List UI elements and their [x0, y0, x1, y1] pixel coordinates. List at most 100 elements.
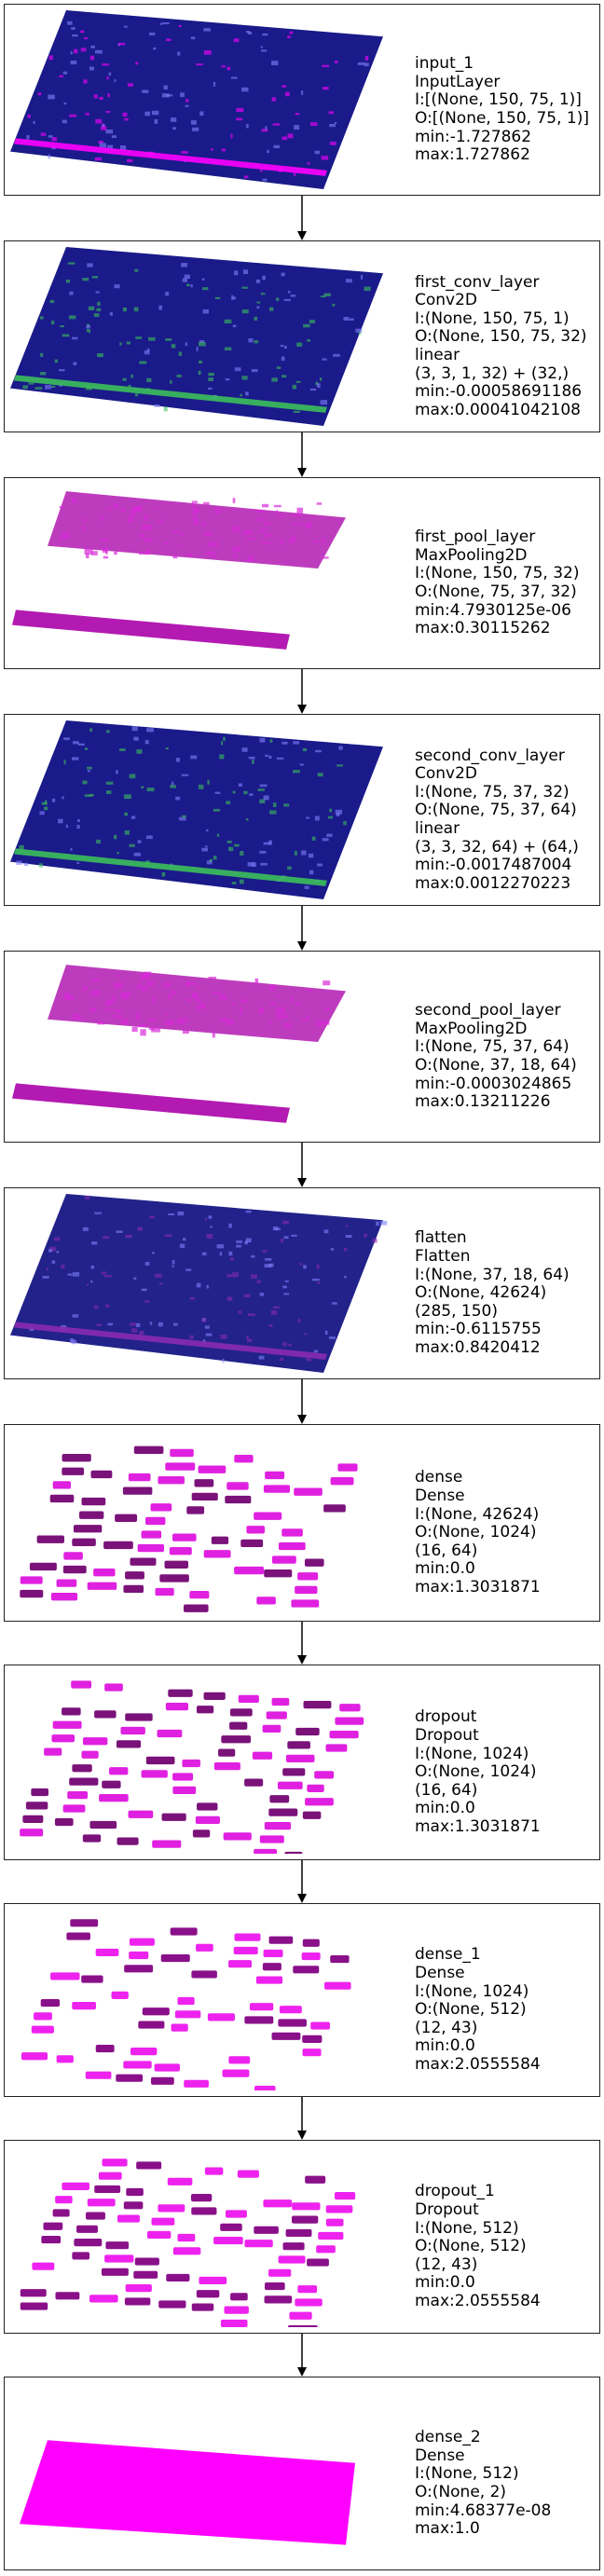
- activation-mark: [172, 1322, 178, 1326]
- output-plane: [20, 2440, 355, 2545]
- activation-mark: [246, 123, 249, 129]
- layer-visualization-svg: [20, 1680, 364, 1854]
- activation-mark: [159, 1282, 163, 1285]
- activation-mark: [177, 51, 181, 56]
- pool-mark: [131, 1026, 138, 1033]
- unit-block: [170, 1927, 198, 1936]
- unit-block: [218, 1748, 236, 1757]
- unit-block: [230, 2293, 248, 2301]
- layer-visualization-svg: [10, 10, 383, 189]
- flow-arrow: [297, 1143, 307, 1187]
- activation-mark: [287, 133, 294, 139]
- pool-mark: [276, 1007, 286, 1014]
- pool-mark: [73, 1013, 80, 1020]
- pool-mark: [84, 547, 93, 555]
- activation-mark: [76, 861, 80, 864]
- activation-mark: [48, 1249, 53, 1253]
- activation-mark: [133, 852, 142, 856]
- unit-block: [151, 2076, 174, 2085]
- activation-mark: [245, 1238, 252, 1243]
- activation-mark: [105, 1304, 110, 1309]
- activation-mark: [259, 784, 268, 788]
- pool-mark: [130, 510, 136, 517]
- activation-mark: [290, 295, 296, 297]
- unit-block: [29, 1562, 57, 1571]
- unit-block: [134, 2257, 159, 2266]
- activation-mark: [344, 1275, 347, 1279]
- activation-band: [14, 138, 327, 176]
- pool-mark: [208, 976, 217, 980]
- layer-name: dropout_1: [415, 2182, 495, 2201]
- activation-mark: [271, 377, 278, 382]
- arrow-head: [297, 2131, 307, 2140]
- layer-box: second_conv_layer Conv2D I:(None, 75, 37, …: [4, 714, 600, 906]
- activation-mark: [221, 65, 226, 68]
- layer-detail: I:(None, 150, 75, 32): [415, 564, 580, 583]
- activation-mark: [269, 810, 277, 815]
- unit-block: [130, 1557, 157, 1566]
- activation-mark: [90, 1280, 93, 1283]
- unit-block: [264, 2282, 285, 2291]
- unit-block: [244, 2016, 274, 2024]
- pool-mark: [166, 1013, 169, 1017]
- unit-block: [337, 1463, 358, 1472]
- pool-mark: [89, 1007, 97, 1012]
- layer-detail: I:(None, 150, 75, 1): [415, 308, 570, 328]
- activation-mark: [131, 726, 138, 732]
- pool-mark: [180, 531, 184, 536]
- activation-mark: [48, 154, 50, 159]
- pool-mark: [85, 553, 89, 558]
- activation-mark: [336, 813, 340, 816]
- pool-mark: [144, 514, 148, 521]
- activation-mark: [315, 381, 319, 386]
- unit-block: [20, 2302, 48, 2310]
- pool-mark: [233, 553, 238, 558]
- layer-info: flatten Flatten I:(None, 37, 18, 64) O:(Non…: [415, 1229, 570, 1357]
- unit-block: [226, 1482, 249, 1490]
- pool-mark: [306, 1015, 309, 1021]
- activation-mark: [220, 1334, 227, 1339]
- layer-visualization: [10, 720, 392, 899]
- unit-block: [295, 1585, 318, 1595]
- activation-mark: [91, 1241, 98, 1245]
- pool-mark: [213, 992, 222, 994]
- unit-block: [301, 1952, 321, 1961]
- unit-block: [124, 2297, 151, 2306]
- activation-mark: [101, 1271, 107, 1275]
- activation-mark: [117, 42, 126, 46]
- pool-mark: [168, 994, 172, 1000]
- activation-mark: [204, 1325, 210, 1329]
- activation-mark: [322, 838, 329, 842]
- activation-mark: [76, 819, 80, 822]
- unit-block: [297, 2285, 318, 2294]
- activation-mark: [88, 306, 95, 310]
- activation-mark: [243, 1294, 251, 1297]
- unit-block: [203, 1692, 226, 1700]
- unit-block: [115, 1514, 138, 1522]
- pool-mark: [257, 517, 266, 522]
- arrow-head: [297, 1894, 307, 1903]
- activation-mark: [288, 1343, 292, 1347]
- layer-detail: (12, 43): [415, 2018, 478, 2037]
- layer-name: dropout: [415, 1707, 477, 1727]
- unit-block: [318, 2231, 344, 2240]
- activation-mark: [144, 740, 149, 745]
- pool-mark: [106, 507, 112, 511]
- activation-mark: [189, 1335, 194, 1339]
- activation-mark: [199, 339, 205, 344]
- unit-block: [204, 2167, 224, 2175]
- activation-mark: [170, 117, 177, 122]
- activation-mark: [114, 284, 120, 289]
- activation-mark: [287, 35, 291, 39]
- flow-arrow: [297, 2097, 307, 2140]
- pool-mark: [138, 552, 148, 555]
- pool-mark: [273, 504, 281, 508]
- activation-mark: [240, 393, 242, 397]
- arrow-head: [297, 231, 307, 240]
- pool-mark: [219, 1018, 226, 1021]
- pool-mark: [142, 524, 152, 530]
- unit-block: [238, 1694, 259, 1704]
- activation-mark: [83, 36, 89, 40]
- activation-mark: [126, 341, 131, 345]
- activation-mark: [133, 307, 139, 312]
